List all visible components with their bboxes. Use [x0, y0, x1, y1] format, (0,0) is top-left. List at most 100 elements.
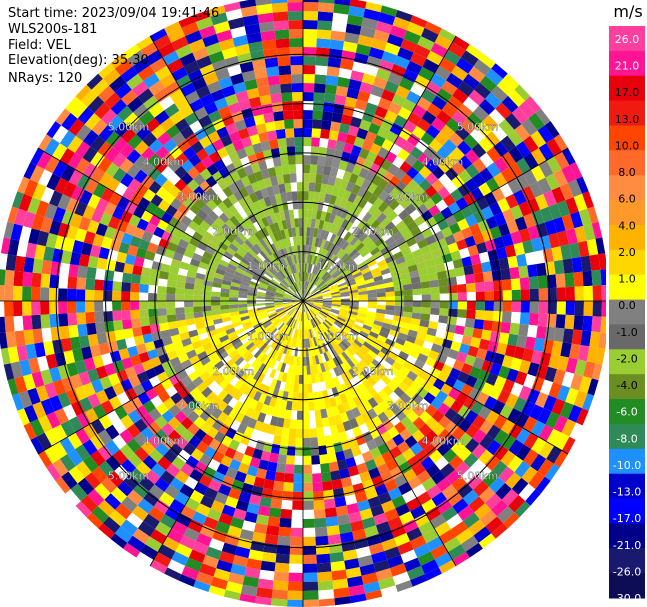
gate-cell	[210, 255, 221, 264]
gate-cell	[164, 248, 176, 259]
gate-cell	[401, 247, 412, 257]
gate-cell	[248, 223, 258, 234]
gate-cell	[310, 286, 318, 294]
gate-cell	[355, 362, 365, 373]
gate-cell	[90, 450, 106, 467]
gate-cell	[339, 393, 348, 404]
gate-cell	[336, 385, 345, 396]
gate-cell	[284, 182, 292, 193]
gate-cell	[556, 287, 566, 301]
gate-cell	[366, 151, 378, 163]
gate-cell	[327, 452, 338, 463]
gate-cell	[222, 197, 234, 209]
gate-cell	[28, 228, 41, 245]
gate-cell	[358, 393, 368, 405]
gate-cell	[322, 260, 329, 270]
gate-cell	[344, 221, 354, 232]
gate-cell	[473, 526, 492, 543]
gate-cell	[238, 287, 249, 293]
gate-cell	[303, 437, 311, 447]
gate-cell	[390, 346, 401, 356]
gate-cell	[367, 349, 378, 359]
gate-cell	[324, 319, 333, 327]
gate-cell	[257, 578, 274, 590]
gate-cell	[224, 323, 234, 331]
range-ring-label: 2.00km	[212, 225, 254, 238]
gate-cell	[312, 264, 317, 274]
gate-cell	[126, 423, 141, 439]
gate-cell	[237, 264, 247, 272]
gate-cell	[149, 356, 162, 368]
gate-cell	[59, 262, 70, 277]
gate-cell	[200, 256, 211, 265]
gate-cell	[224, 233, 235, 244]
gate-cell	[402, 448, 416, 462]
gate-cell	[276, 272, 284, 281]
gate-cell	[127, 409, 142, 424]
gate-cell	[514, 124, 531, 142]
gate-cell	[234, 470, 247, 483]
gate-cell	[30, 148, 45, 166]
gate-cell	[343, 360, 352, 371]
gate-cell	[320, 310, 329, 316]
gate-cell	[359, 470, 372, 483]
gate-cell	[364, 225, 375, 236]
gate-cell	[553, 169, 568, 187]
gate-cell	[331, 405, 340, 416]
range-ring-label: 3.00km	[387, 400, 429, 413]
gate-cell	[465, 163, 480, 179]
gate-cell	[292, 301, 302, 306]
gate-cell	[257, 12, 274, 24]
gate-cell	[285, 266, 292, 276]
colorbar-tick-label: -13.0	[613, 486, 641, 499]
gate-cell	[265, 470, 276, 481]
gate-cell	[501, 311, 512, 323]
gate-cell	[105, 455, 121, 471]
gate-cell	[257, 363, 266, 373]
gate-cell	[248, 494, 262, 506]
gate-cell	[438, 173, 452, 187]
gate-cell	[277, 249, 284, 260]
gate-cell	[143, 95, 159, 111]
gate-cell	[210, 221, 222, 232]
colorbar-tick-label: 17.0	[615, 86, 640, 99]
gate-cell	[203, 143, 217, 156]
gate-cell	[98, 246, 110, 260]
gate-cell	[416, 491, 432, 506]
gate-cell	[230, 170, 241, 183]
gate-cell	[465, 438, 480, 453]
gate-cell	[410, 535, 427, 550]
gate-cell	[303, 302, 307, 312]
gate-cell	[228, 439, 240, 451]
gate-cell	[514, 460, 531, 478]
gate-cell	[304, 281, 307, 291]
gate-cell	[178, 574, 196, 587]
gate-cell	[266, 186, 275, 197]
gate-cell	[260, 422, 270, 434]
gate-cell	[428, 385, 441, 398]
gate-cell	[216, 126, 229, 139]
gate-cell	[77, 477, 95, 495]
gate-cell	[340, 363, 349, 373]
gate-cell	[98, 342, 110, 356]
gate-cell	[275, 289, 285, 294]
gate-cell	[154, 173, 168, 187]
gate-cell	[367, 289, 377, 295]
gate-cell	[406, 370, 418, 382]
gate-cell	[310, 255, 316, 265]
gate-cell	[277, 285, 287, 291]
gate-cell	[589, 254, 601, 271]
gate-cell	[331, 244, 339, 254]
gate-cell	[23, 422, 37, 440]
gate-cell	[388, 199, 400, 211]
gate-cell	[361, 139, 374, 152]
gate-cell	[133, 335, 145, 346]
gate-cell	[404, 387, 417, 399]
gate-cell	[127, 50, 146, 67]
gate-cell	[299, 329, 302, 339]
gate-cell	[168, 185, 182, 198]
gate-cell	[520, 289, 530, 301]
gate-cell	[293, 329, 297, 339]
gate-cell	[562, 328, 574, 344]
gate-cell	[257, 208, 266, 219]
